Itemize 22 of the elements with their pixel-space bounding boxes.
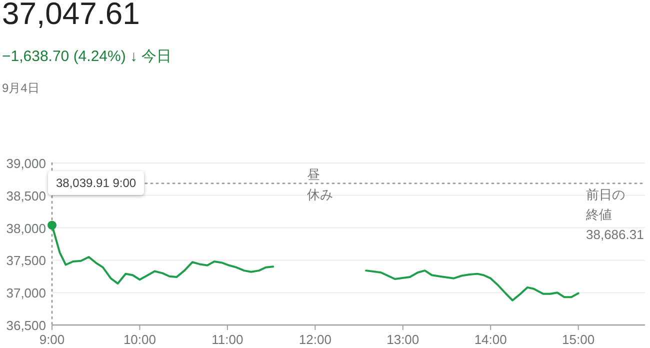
annotation-b: 休み [307, 186, 334, 204]
x-tick-label: 12:00 [298, 332, 332, 347]
x-tick-label: 10:00 [123, 332, 156, 347]
y-tick-label: 37,500 [6, 253, 46, 268]
y-tick-label: 38,000 [6, 220, 46, 236]
x-tick-label: 11:00 [212, 332, 244, 347]
x-tick-label: 13:00 [386, 332, 420, 347]
annotation-a: 昼 [307, 166, 320, 184]
x-tick-label: 9:00 [39, 332, 65, 347]
y-tick-label: 38,500 [6, 188, 46, 204]
y-tick-label: 36,500 [6, 318, 46, 333]
annotation: 38,686.31 [586, 226, 644, 244]
annotation: 9月4日 [2, 80, 40, 97]
subtitle: −1,638.70 (4.24%) ↓ 今日 [2, 47, 172, 66]
y-tick-label: 37,000 [6, 286, 46, 301]
x-tick-label: 15:00 [562, 332, 595, 347]
y-tick-label: 39,000 [6, 156, 46, 171]
title: 37,047.61 [2, 0, 140, 32]
x-tick-label: 14:00 [474, 332, 507, 347]
ref-label: 前日の終値 [586, 186, 626, 224]
tooltip: 38,039.91 9:00 [48, 171, 144, 195]
line-series [365, 270, 580, 302]
